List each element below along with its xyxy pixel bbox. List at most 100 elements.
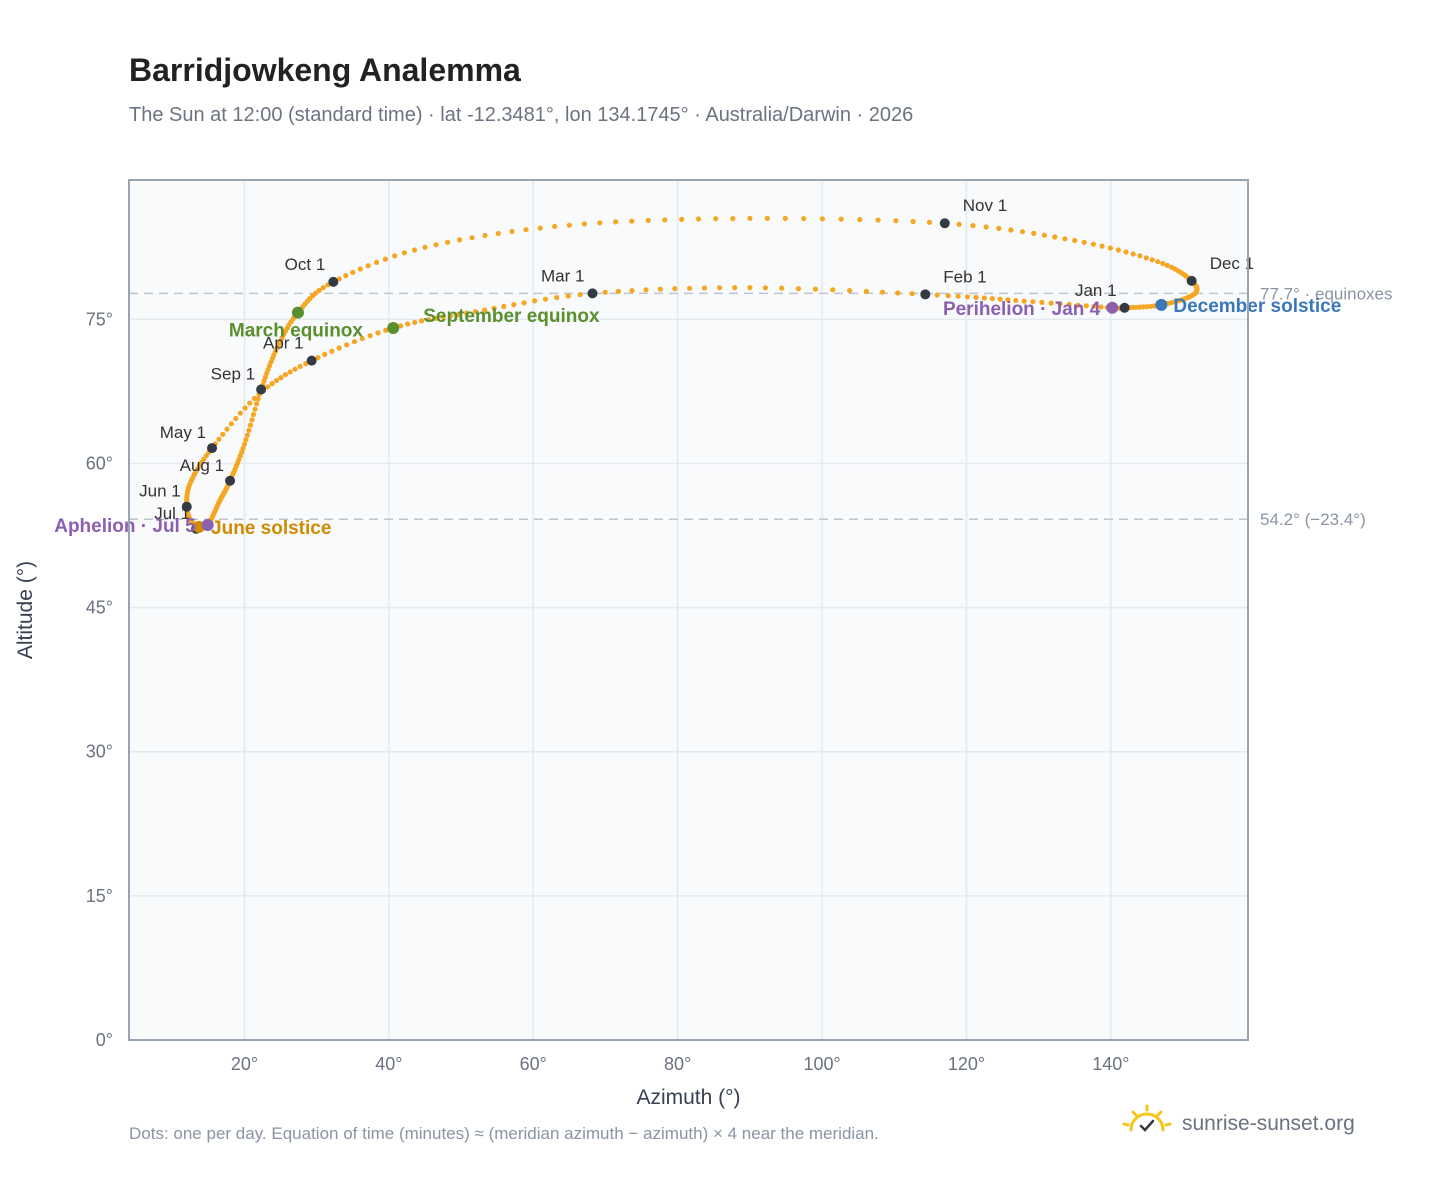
event-marker: [387, 321, 400, 334]
brand[interactable]: sunrise-sunset.org: [1122, 1104, 1355, 1143]
day-dot: [801, 216, 807, 222]
month-marker-label: Apr 1: [263, 334, 304, 353]
day-dot: [243, 437, 249, 443]
day-dot: [597, 220, 603, 226]
day-dot: [970, 223, 976, 229]
month-marker-label: Dec 1: [1210, 254, 1254, 273]
day-dot: [1031, 230, 1037, 236]
day-dot: [1091, 303, 1097, 309]
day-dot: [265, 384, 271, 390]
day-dot: [565, 293, 571, 299]
month-marker-label: Jan 1: [1075, 281, 1117, 300]
day-dot: [261, 378, 267, 384]
x-tick-label: 140°: [1092, 1054, 1129, 1074]
day-dot: [657, 286, 663, 292]
day-dot: [246, 427, 252, 433]
month-marker-label: Oct 1: [285, 255, 326, 274]
day-dot: [1164, 262, 1170, 268]
day-dot: [1123, 249, 1129, 255]
day-dot: [357, 266, 363, 272]
day-dot: [679, 216, 685, 222]
day-dot: [615, 288, 622, 294]
day-dot: [521, 300, 527, 306]
day-dot: [1062, 236, 1068, 242]
month-marker: [328, 276, 339, 287]
y-tick-label: 15°: [86, 886, 113, 906]
day-dot: [241, 441, 248, 447]
day-dot: [255, 396, 261, 402]
day-dot: [532, 298, 538, 304]
day-dot: [566, 222, 573, 228]
month-marker-label: Jun 1: [139, 482, 181, 501]
day-dot: [1115, 247, 1121, 253]
month-marker: [207, 443, 218, 454]
day-dot: [819, 216, 826, 222]
day-dot: [344, 342, 350, 348]
month-marker-label: Feb 1: [943, 267, 986, 286]
day-dot: [830, 287, 836, 293]
day-dot: [955, 293, 961, 299]
day-dot: [879, 289, 886, 295]
day-dot: [359, 336, 365, 342]
chart-subtitle: The Sun at 12:00 (standard time) · lat -…: [129, 104, 914, 126]
day-dot: [282, 372, 288, 378]
day-dot: [1143, 255, 1149, 261]
day-dot: [713, 216, 719, 222]
reference-line-label: 54.2° (−23.4°): [1260, 510, 1366, 529]
day-dot: [1098, 304, 1104, 310]
day-dot: [782, 215, 788, 221]
month-marker: [587, 288, 598, 299]
month-marker-label: Nov 1: [963, 196, 1007, 215]
day-dot: [224, 426, 230, 432]
x-tick-label: 100°: [803, 1054, 840, 1074]
event-marker: [201, 518, 214, 531]
day-dot: [419, 318, 425, 324]
day-dot: [1030, 299, 1036, 305]
month-marker: [225, 475, 236, 486]
day-dot: [732, 285, 738, 291]
day-dot: [250, 411, 257, 418]
x-tick-label: 60°: [520, 1054, 547, 1074]
day-dot: [1140, 304, 1146, 310]
day-dot: [367, 333, 373, 339]
day-dot: [1130, 251, 1136, 257]
day-dot: [577, 292, 583, 298]
day-dot: [244, 432, 250, 438]
day-dot: [1090, 241, 1096, 247]
day-dot: [764, 215, 770, 221]
day-dot: [1066, 301, 1072, 308]
day-dot: [464, 310, 470, 316]
day-dot: [973, 294, 979, 300]
month-marker-label: May 1: [160, 423, 206, 442]
day-dot: [747, 215, 753, 221]
event-marker: [291, 306, 304, 319]
day-dot: [747, 285, 753, 291]
day-dot: [247, 400, 253, 406]
chart-title: Barridjowkeng Analemma: [129, 52, 521, 88]
event-label: Aphelion · Jul 5: [54, 516, 196, 537]
day-dot: [893, 218, 899, 224]
x-tick-label: 20°: [231, 1054, 258, 1074]
day-dot: [857, 217, 863, 223]
day-dot: [220, 431, 226, 437]
y-tick-label: 75°: [86, 309, 113, 329]
day-dot: [542, 296, 549, 302]
event-label: June solstice: [211, 518, 331, 539]
day-dot: [1144, 304, 1150, 310]
day-dot: [1148, 303, 1154, 309]
day-dot: [1072, 237, 1078, 244]
day-dot: [382, 256, 388, 262]
y-tick-label: 30°: [86, 742, 113, 762]
y-tick-label: 0°: [96, 1030, 113, 1050]
day-dot: [292, 366, 298, 372]
day-dot: [1149, 257, 1155, 263]
day-dot: [910, 218, 916, 225]
brand-link[interactable]: sunrise-sunset.org: [1182, 1111, 1355, 1135]
day-dot: [983, 224, 989, 230]
day-dot: [228, 421, 234, 427]
day-dot: [455, 311, 461, 318]
day-dot: [687, 285, 693, 291]
day-dot: [392, 253, 398, 259]
day-dot: [501, 303, 507, 310]
